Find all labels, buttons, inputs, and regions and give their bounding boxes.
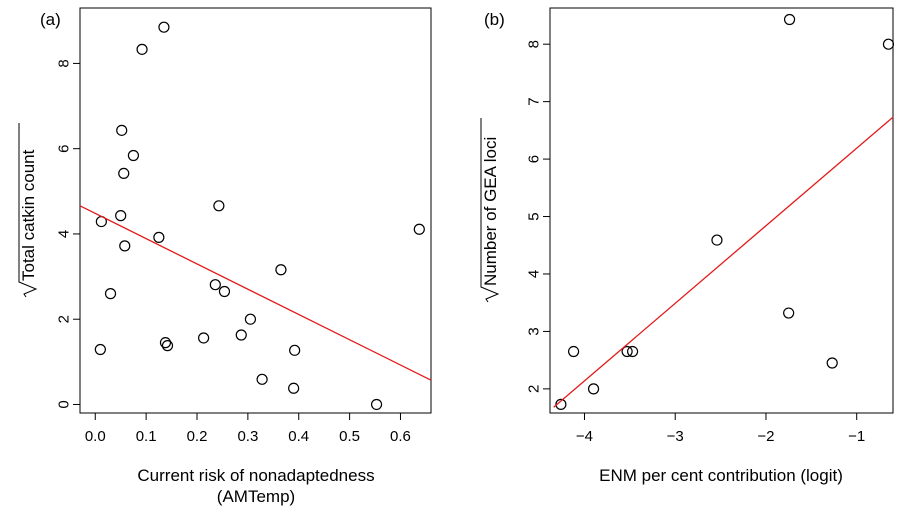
y-tick-label: 8 — [56, 59, 73, 67]
panel-b-y-ticks: 2 3 4 5 6 7 8 — [526, 40, 550, 393]
data-point — [882, 38, 895, 50]
data-point — [783, 13, 796, 26]
data-point — [159, 337, 172, 349]
y-tick-label: 7 — [526, 97, 543, 105]
data-point — [826, 357, 838, 369]
y-tick-label: 5 — [526, 212, 543, 220]
x-tick-label: 0.1 — [136, 428, 157, 445]
data-point — [587, 383, 600, 395]
data-point — [161, 340, 174, 352]
panel-b-y-axis-title-text: Number of GEA loci — [481, 137, 500, 286]
y-tick-label: 3 — [526, 327, 543, 335]
x-tick-label: 0.3 — [237, 428, 258, 445]
x-tick-label: 0.0 — [85, 428, 106, 445]
panel-a-points — [94, 21, 425, 411]
panel-b: (b) −4 −3 −2 −1 2 3 4 5 6 7 8 ENM per cent contri… — [480, 7, 895, 485]
data-point — [711, 234, 723, 246]
y-tick-label: 4 — [526, 270, 543, 278]
panel-a-sqrt-sign-icon — [18, 123, 38, 298]
y-tick-label: 6 — [56, 145, 73, 153]
y-tick-label: 4 — [56, 230, 73, 238]
panel-b-sqrt-sign-icon — [480, 118, 500, 303]
data-point — [218, 285, 231, 298]
x-tick-label: −4 — [576, 428, 593, 445]
x-tick-label: 0.2 — [187, 428, 208, 445]
panel-a-y-axis-title: Total catkin count — [18, 123, 38, 298]
data-point — [158, 21, 170, 33]
data-point — [413, 223, 425, 235]
data-point — [235, 329, 247, 341]
x-tick-label: −2 — [757, 428, 774, 445]
panel-a-y-ticks: 0 2 4 6 8 — [56, 59, 80, 409]
panel-b-points — [555, 13, 895, 410]
panel-b-x-axis-title: ENM per cent contribution (logit) — [599, 466, 843, 485]
panel-a-y-axis-title-text: Total catkin count — [19, 149, 38, 281]
x-tick-label: 0.5 — [339, 428, 360, 445]
panel-b-tag: (b) — [484, 10, 505, 29]
panel-a-x-axis-title-line1: Current risk of nonadaptedness — [137, 466, 374, 485]
y-tick-label: 6 — [526, 155, 543, 163]
data-point — [153, 231, 165, 243]
data-point — [567, 345, 580, 358]
y-tick-label: 0 — [56, 400, 73, 408]
data-point — [115, 210, 127, 222]
data-point — [783, 307, 795, 319]
data-point — [289, 344, 301, 356]
data-point — [621, 345, 633, 358]
data-point — [94, 343, 106, 356]
x-tick-label: 0.6 — [390, 428, 411, 445]
panel-b-fit-line — [553, 116, 894, 408]
y-tick-label: 2 — [56, 315, 73, 323]
data-point — [209, 279, 221, 291]
x-tick-label: 0.4 — [288, 428, 309, 445]
data-point — [256, 373, 268, 385]
panel-a-fit-line — [79, 205, 432, 381]
panel-a-tag: (a) — [40, 10, 61, 29]
panel-a-plot-frame — [79, 7, 432, 414]
panel-a-x-axis-title-line2: (AMTemp) — [217, 487, 295, 506]
panel-a: (a) 0.0 0.1 0.2 0.3 0.4 0.5 0.6 0 2 4 6 8 Current … — [18, 7, 432, 506]
x-tick-label: −3 — [667, 428, 684, 445]
panel-b-plot-frame — [549, 7, 894, 414]
data-point — [555, 398, 567, 410]
y-tick-label: 2 — [526, 385, 543, 393]
data-point — [275, 264, 287, 276]
panel-b-y-axis-title: Number of GEA loci — [480, 118, 500, 303]
data-point — [118, 167, 130, 180]
data-point — [119, 240, 131, 252]
data-point — [104, 288, 117, 300]
data-point — [213, 200, 225, 212]
y-tick-label: 8 — [526, 40, 543, 48]
data-point — [244, 313, 257, 325]
panel-a-x-ticks: 0.0 0.1 0.2 0.3 0.4 0.5 0.6 — [85, 413, 411, 445]
x-tick-label: −1 — [848, 428, 865, 445]
panel-b-x-ticks: −4 −3 −2 −1 — [576, 413, 865, 445]
data-point — [136, 43, 148, 55]
data-point — [288, 382, 300, 394]
data-point — [116, 124, 128, 136]
data-point — [626, 345, 639, 358]
data-point — [127, 149, 140, 162]
data-point — [198, 332, 210, 344]
data-point — [370, 398, 383, 411]
